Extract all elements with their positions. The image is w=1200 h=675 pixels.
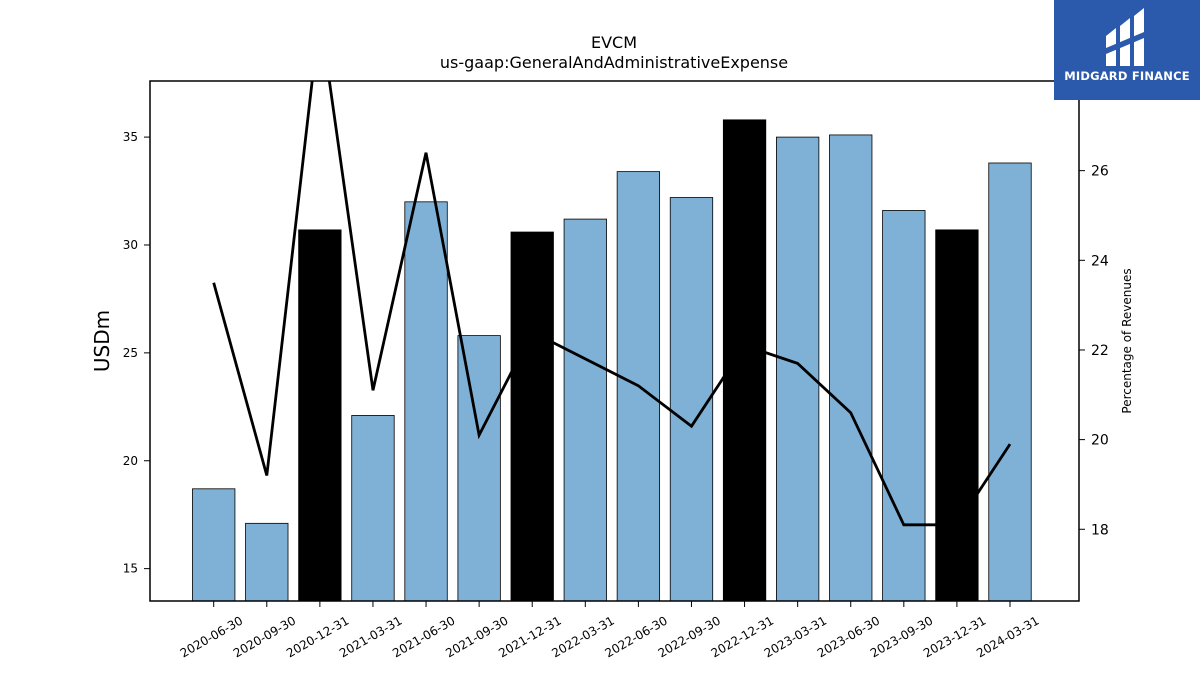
bar-2023-03-31 xyxy=(776,136,820,602)
bar-2022-09-30 xyxy=(669,197,714,602)
bar-2023-09-30 xyxy=(882,210,926,602)
y2-axis-label: Percentage of Revenues xyxy=(1120,268,1134,413)
bar-2024-03-31 xyxy=(988,162,1032,602)
percentage-line xyxy=(212,81,1012,527)
bar-group xyxy=(192,119,1032,602)
bar-2020-09-30 xyxy=(245,522,289,602)
y-tick-label-25: 25 xyxy=(123,346,138,360)
bar-2020-06-30 xyxy=(192,488,236,602)
bar-2023-12-31 xyxy=(935,229,979,602)
y-tick-label-20: 20 xyxy=(123,454,138,468)
y2-tick-label-26: 26 xyxy=(1091,164,1109,180)
bar-2022-12-31 xyxy=(722,119,767,602)
bar-2021-06-30 xyxy=(404,201,448,602)
bar-2021-03-31 xyxy=(351,415,395,602)
bar-2021-09-30 xyxy=(457,335,501,602)
bar-2021-12-31 xyxy=(510,231,554,602)
bar-2022-03-31 xyxy=(563,218,607,602)
bar-2023-06-30 xyxy=(829,134,873,602)
y-tick-label-35: 35 xyxy=(123,130,138,144)
chart-title: EVCM xyxy=(591,33,637,52)
y-axis-label: USDm xyxy=(90,310,114,372)
brand-mark-icon xyxy=(1106,8,1144,66)
bar-2020-12-31 xyxy=(298,229,342,602)
y2-tick-label-24: 24 xyxy=(1091,253,1109,269)
y-tick-label-30: 30 xyxy=(123,238,138,252)
brand-name: MIDGARD FINANCE xyxy=(1064,69,1190,83)
plot-frame xyxy=(149,80,1080,602)
y-axis-right: 18 20 22 24 26 xyxy=(1079,164,1109,538)
y2-tick-label-22: 22 xyxy=(1091,343,1109,359)
y-tick-label-15: 15 xyxy=(123,562,138,576)
chart-subtitle: us-gaap:GeneralAndAdministrativeExpense xyxy=(440,53,788,72)
y2-tick-label-20: 20 xyxy=(1091,433,1109,449)
y-axis-left: 15 20 25 30 35 xyxy=(123,130,150,576)
x-axis: 2020-06-302020-09-302020-12-312021-03-31… xyxy=(178,601,1041,660)
y2-tick-label-18: 18 xyxy=(1091,522,1109,538)
brand-logo: MIDGARD FINANCE xyxy=(1054,0,1200,100)
